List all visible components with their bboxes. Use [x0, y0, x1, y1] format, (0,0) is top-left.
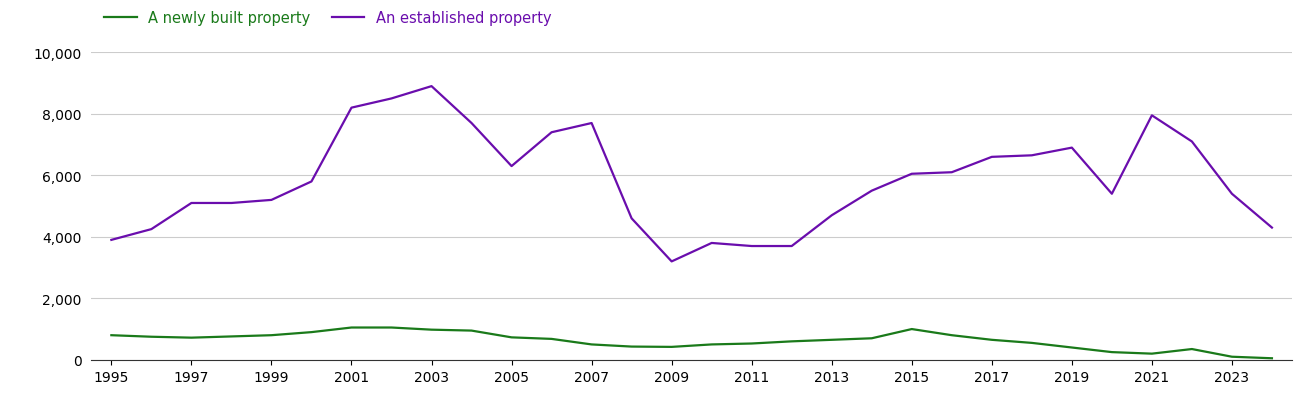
An established property: [343, 106, 359, 111]
An established property: [264, 198, 279, 203]
An established property: [463, 121, 479, 126]
A newly built property: [1104, 350, 1120, 355]
An established property: [1184, 139, 1199, 144]
An established property: [744, 244, 760, 249]
A newly built property: [864, 336, 880, 341]
A newly built property: [264, 333, 279, 338]
An established property: [384, 97, 399, 102]
A newly built property: [744, 341, 760, 346]
An established property: [1144, 114, 1160, 119]
An established property: [1265, 225, 1280, 230]
A newly built property: [424, 327, 440, 332]
A newly built property: [384, 325, 399, 330]
A newly built property: [504, 335, 519, 340]
A newly built property: [1064, 345, 1079, 350]
An established property: [624, 216, 639, 221]
An established property: [864, 189, 880, 194]
A newly built property: [944, 333, 959, 338]
A newly built property: [984, 337, 1000, 342]
A newly built property: [703, 342, 719, 347]
An established property: [103, 238, 119, 243]
An established property: [1064, 146, 1079, 151]
A newly built property: [1024, 341, 1040, 346]
An established property: [823, 213, 839, 218]
A newly built property: [904, 327, 920, 332]
An established property: [544, 130, 560, 135]
A newly built property: [144, 335, 159, 339]
A newly built property: [823, 337, 839, 342]
A newly built property: [463, 328, 479, 333]
A newly built property: [1144, 351, 1160, 356]
An established property: [984, 155, 1000, 160]
An established property: [904, 172, 920, 177]
A newly built property: [223, 334, 239, 339]
A newly built property: [103, 333, 119, 338]
An established property: [784, 244, 800, 249]
A newly built property: [1265, 356, 1280, 361]
A newly built property: [343, 325, 359, 330]
An established property: [223, 201, 239, 206]
An established property: [583, 121, 599, 126]
An established property: [664, 259, 680, 264]
Line: An established property: An established property: [111, 87, 1272, 262]
An established property: [504, 164, 519, 169]
A newly built property: [304, 330, 320, 335]
An established property: [1104, 192, 1120, 197]
A newly built property: [664, 344, 680, 349]
Line: A newly built property: A newly built property: [111, 328, 1272, 358]
A newly built property: [1184, 347, 1199, 352]
An established property: [703, 241, 719, 246]
An established property: [944, 170, 959, 175]
An established property: [304, 180, 320, 184]
An established property: [144, 227, 159, 232]
A newly built property: [544, 337, 560, 342]
An established property: [1024, 153, 1040, 158]
A newly built property: [583, 342, 599, 347]
A newly built property: [624, 344, 639, 349]
A newly built property: [184, 335, 200, 340]
A newly built property: [784, 339, 800, 344]
An established property: [1224, 192, 1240, 197]
An established property: [424, 85, 440, 90]
A newly built property: [1224, 354, 1240, 360]
An established property: [184, 201, 200, 206]
Legend: A newly built property, An established property: A newly built property, An established p…: [99, 5, 557, 32]
